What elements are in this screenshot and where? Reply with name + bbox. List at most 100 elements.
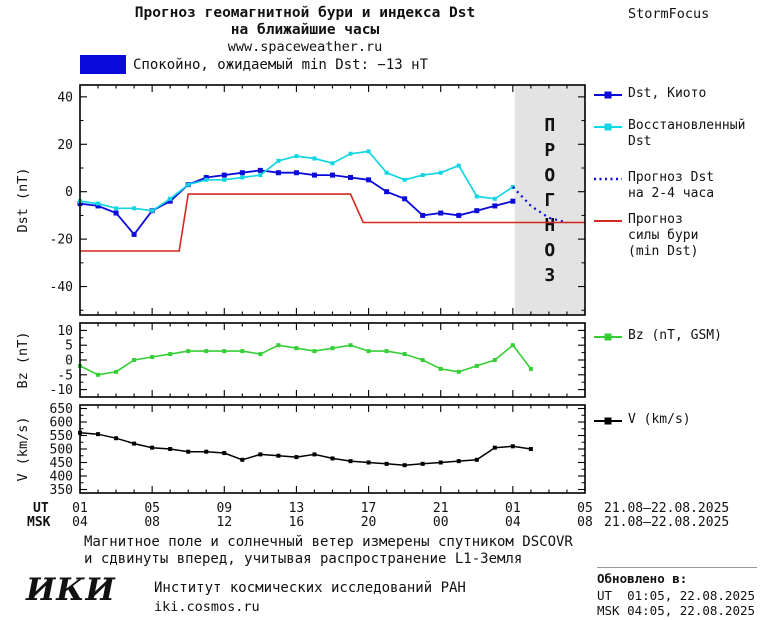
marker-dst-kyoto [474, 208, 480, 214]
marker-dst-kyoto [221, 172, 227, 178]
measurement-note-line2: и сдвинуты вперед, учитывая распростране… [84, 551, 523, 567]
marker-bz-gsm [402, 352, 407, 357]
marker-dst-restored [240, 175, 245, 180]
marker-bz-gsm [366, 349, 371, 354]
marker-dst-restored [150, 208, 155, 213]
forecast-region-label-char: Н [544, 215, 555, 236]
forecast-region-label-char: Р [544, 140, 555, 161]
msk-row-label: MSK [27, 515, 51, 530]
marker-bz-gsm [204, 349, 209, 354]
y-tick-label: 350 [50, 483, 73, 498]
storm-level-color-swatch [80, 55, 126, 74]
marker-solar-wind-speed [114, 436, 119, 441]
legend-dst-kyoto: Dst, Киото [593, 86, 706, 102]
marker-bz-gsm [276, 343, 281, 348]
y-tick-label: 550 [50, 429, 73, 444]
marker-solar-wind-speed [240, 457, 245, 462]
marker-dst-restored [222, 177, 227, 182]
series-dst-restored [79, 150, 514, 212]
legend-swatch-solar-wind-speed [594, 417, 622, 425]
marker-dst-restored [276, 158, 281, 163]
marker-dst-restored [204, 177, 209, 182]
marker-solar-wind-speed [168, 447, 173, 451]
marker-solar-wind-speed [258, 452, 263, 457]
updated-ut: UT 01:05, 22.08.2025 [597, 588, 756, 603]
marker-bz-gsm [222, 349, 227, 354]
marker-bz-gsm [330, 346, 335, 351]
marker-bz-gsm [456, 369, 461, 374]
marker-dst-kyoto [293, 170, 299, 176]
ut-tick-label: 17 [361, 501, 377, 516]
ut-date-range: 21.08–22.08.2025 [604, 501, 730, 516]
updated-msk: MSK 04:05, 22.08.2025 [597, 603, 756, 618]
marker-bz-gsm [438, 366, 443, 371]
marker-dst-restored [96, 201, 101, 206]
marker-dst-restored [294, 154, 299, 159]
marker-dst-restored [312, 156, 317, 161]
forecast-region-label-char: З [544, 265, 555, 286]
marker-bz-gsm [420, 358, 425, 362]
msk-tick-label: 00 [433, 515, 449, 530]
marker-dst-restored [492, 196, 497, 201]
y-axis-title: Bz (nT) [15, 332, 31, 389]
marker-bz-gsm [114, 369, 119, 374]
y-tick-label: 20 [57, 138, 73, 153]
marker-solar-wind-speed [528, 447, 533, 451]
marker-dst-restored [456, 163, 461, 168]
y-tick-label: -20 [50, 233, 73, 248]
marker-dst-restored [474, 194, 479, 199]
marker-dst-restored [186, 182, 191, 187]
marker-bz-gsm [132, 358, 137, 362]
msk-tick-label: 08 [577, 515, 593, 530]
marker-dst-kyoto [438, 210, 444, 216]
marker-dst-restored [402, 177, 407, 182]
ut-tick-label: 13 [289, 501, 305, 516]
legend-swatch-dst-restored [594, 123, 622, 131]
marker-dst-kyoto [492, 203, 498, 209]
legend-dst-restored: Восстановленный Dst [593, 118, 745, 150]
marker-dst-kyoto [456, 212, 462, 218]
msk-tick-label: 04 [505, 515, 521, 530]
marker-dst-restored [168, 196, 173, 201]
y-tick-label: 5 [65, 339, 73, 354]
forecast-region-label-char: П [544, 115, 555, 136]
y-tick-label: -40 [50, 280, 73, 295]
legend-dst-forecast: Прогноз Dst на 2-4 часа [593, 170, 714, 202]
ut-tick-label: 05 [577, 501, 593, 516]
y-tick-label: 10 [57, 324, 73, 339]
legend-swatch-dst-forecast [594, 177, 622, 181]
legend-marker [604, 91, 612, 99]
legend-label: Bz (nT, GSM) [628, 328, 722, 343]
msk-date-range: 21.08–22.08.2025 [604, 515, 730, 530]
series-solar-wind-speed [79, 432, 532, 466]
legend-storm-strength-forecast: Прогноз силы бури (min Dst) [593, 212, 698, 260]
marker-dst-kyoto [257, 167, 263, 173]
marker-dst-kyoto [384, 189, 390, 195]
y-tick-label: 650 [50, 402, 73, 417]
marker-dst-restored [258, 173, 263, 178]
marker-solar-wind-speed [186, 449, 191, 454]
legend-bz-gsm: Bz (nT, GSM) [593, 328, 722, 344]
legend-label: Dst, Киото [628, 86, 707, 101]
plot-frame [79, 404, 586, 494]
marker-dst-kyoto [311, 172, 317, 178]
updated-label: Обновлено в: [597, 571, 688, 586]
updated-block: Обновлено в: UT 01:05, 22.08.2025 MSK 04… [597, 567, 757, 618]
y-tick-label: -10 [50, 383, 73, 398]
page-title-line2: на ближайшие часы [230, 22, 380, 38]
marker-dst-kyoto [366, 177, 372, 183]
marker-dst-restored [348, 151, 353, 156]
marker-dst-restored [366, 149, 371, 154]
msk-tick-label: 20 [361, 515, 377, 530]
y-tick-label: 450 [50, 456, 73, 471]
ut-tick-label: 01 [505, 501, 521, 516]
marker-solar-wind-speed [420, 461, 425, 466]
ut-tick-label: 09 [216, 501, 232, 516]
y-tick-label: -5 [57, 368, 73, 383]
forecast-region-label-char: О [544, 165, 555, 186]
y-tick-label: 40 [57, 90, 73, 105]
marker-dst-kyoto [95, 203, 101, 209]
legend-label: Прогноз силы бури (min Dst) [628, 212, 699, 259]
institute-name: Институт космических исследований РАН [154, 580, 466, 596]
marker-dst-restored [114, 206, 119, 211]
